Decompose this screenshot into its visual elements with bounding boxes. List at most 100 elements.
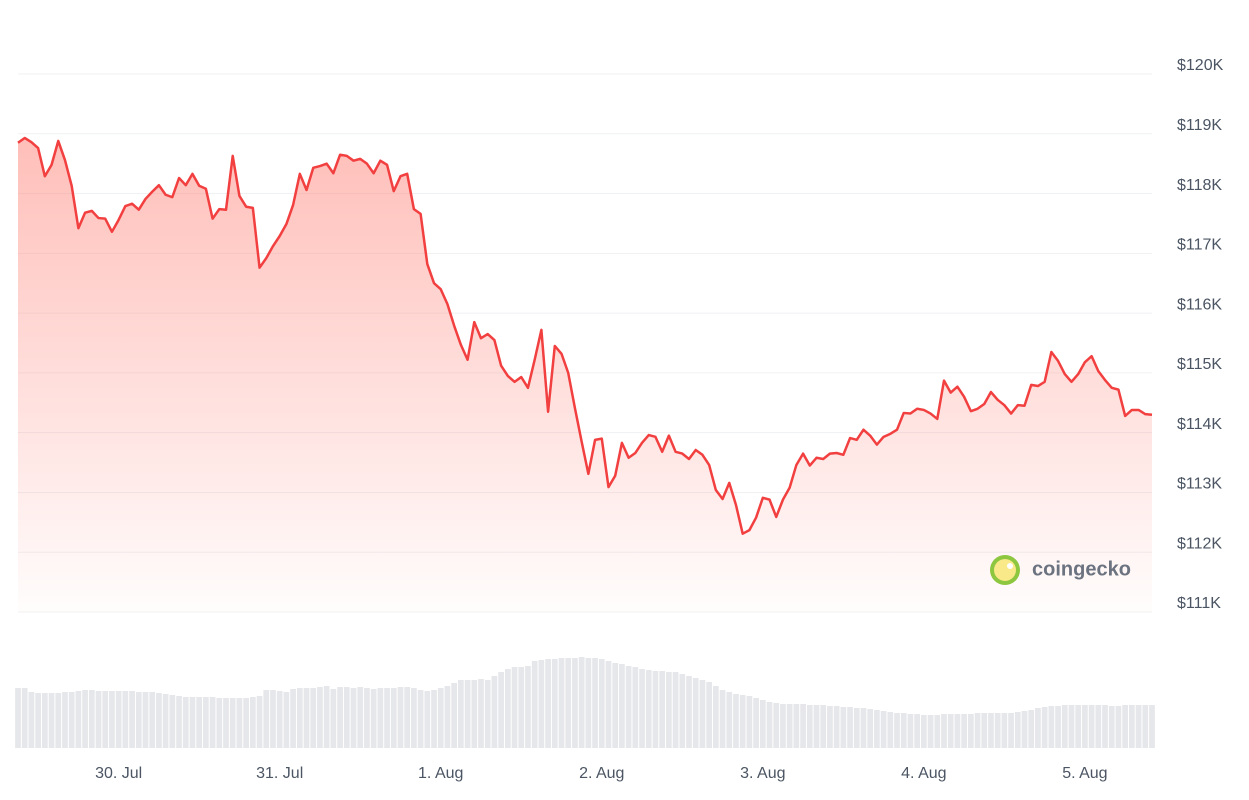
volume-bar [142, 692, 149, 748]
volume-bar [451, 683, 458, 748]
volume-bar [471, 680, 478, 748]
volume-bar [1041, 707, 1048, 748]
volume-bar [733, 694, 739, 748]
volume-bar [370, 689, 377, 748]
volume-bar [256, 696, 263, 748]
volume-bar [330, 689, 337, 748]
volume-bar [511, 667, 518, 748]
volume-bar [82, 690, 88, 748]
volume-bar [62, 692, 68, 748]
volume-bar [350, 688, 357, 748]
volume-bar [793, 704, 800, 748]
volume-bar [652, 671, 659, 748]
x-tick-label: 4. Aug [901, 765, 946, 782]
y-tick-label: $114K [1177, 416, 1222, 433]
volume-bar [1102, 705, 1108, 748]
x-tick-label: 1. Aug [418, 765, 463, 782]
volume-bar [887, 712, 894, 748]
volume-bar [323, 686, 330, 748]
watermark: coingecko [990, 555, 1131, 585]
volume-bar [921, 715, 927, 748]
volume-bar [934, 715, 941, 748]
volume-bar [706, 682, 712, 748]
volume-bar [364, 688, 370, 748]
volume-bar [122, 691, 129, 748]
volume-bar [545, 659, 551, 748]
volume-bar [625, 666, 632, 748]
volume-bar [619, 664, 625, 748]
volume-bar [686, 676, 692, 748]
volume-bar [565, 658, 572, 748]
volume-bar [1035, 708, 1041, 748]
volume-bar [196, 697, 203, 748]
volume-bar [592, 658, 598, 748]
volume-bar [994, 713, 1001, 748]
plot [17, 136, 1153, 612]
volume-bar [458, 680, 464, 748]
volume-bar [1149, 705, 1155, 748]
volume-bar [343, 687, 350, 748]
volume-bar [712, 686, 719, 748]
volume-bars [15, 657, 1155, 748]
volume-bar [35, 693, 41, 748]
volume-bar [48, 693, 55, 748]
volume-bar [283, 692, 290, 748]
volume-bar [645, 670, 652, 748]
watermark-text: coingecko [1032, 558, 1131, 580]
volume-bar [317, 687, 323, 748]
volume-bar [1075, 705, 1082, 748]
volume-bar [135, 692, 142, 748]
volume-bar [290, 689, 296, 748]
y-tick-label: $111K [1177, 595, 1221, 612]
volume-bar [491, 676, 498, 748]
volume-bar [1028, 710, 1035, 748]
volume-bar [390, 688, 397, 748]
volume-bar [417, 690, 424, 748]
volume-bar [813, 705, 820, 748]
volume-bar [1122, 705, 1129, 748]
volume-bar [162, 694, 169, 748]
volume-bar [310, 688, 317, 748]
volume-bar [182, 697, 189, 748]
volume-bar [431, 690, 437, 748]
y-tick-label: $117K [1177, 237, 1222, 254]
volume-bar [1129, 705, 1135, 748]
volume-bar [115, 691, 122, 748]
volume-bar [927, 715, 934, 748]
volume-bar [236, 698, 243, 748]
volume-bar [1108, 706, 1115, 748]
volume-bar [176, 696, 182, 748]
y-tick-label: $116K [1177, 296, 1222, 313]
watermark-logo-inner [994, 559, 1016, 581]
volume-bar [169, 695, 176, 748]
volume-bar [766, 702, 773, 748]
volume-bar [229, 698, 236, 748]
volume-bar [719, 690, 726, 748]
volume-bar [840, 707, 847, 748]
volume-bar [270, 690, 276, 748]
price-area [18, 137, 1152, 612]
volume-bar [1021, 711, 1028, 748]
volume-bar [860, 708, 867, 748]
volume-bar [880, 711, 887, 748]
volume-bar [531, 661, 538, 748]
volume-bar [41, 693, 48, 748]
volume-bar [384, 688, 390, 748]
volume-bar [847, 707, 853, 748]
volume-bar [203, 697, 209, 748]
volume-bar [598, 659, 605, 748]
volume-bar [746, 696, 753, 748]
volume-bar [867, 709, 874, 748]
volume-bar [216, 698, 223, 748]
volume-bar [424, 691, 431, 748]
volume-bar [1135, 705, 1142, 748]
volume-bar [95, 691, 102, 748]
volume-bar [585, 658, 592, 748]
volume-bar [659, 671, 666, 748]
volume-bar [941, 714, 947, 748]
volume-bar [988, 713, 994, 748]
volume-bar [800, 704, 806, 748]
volume-bar [1115, 706, 1122, 748]
volume-bar [189, 697, 196, 748]
y-tick-label: $119K [1177, 117, 1222, 134]
